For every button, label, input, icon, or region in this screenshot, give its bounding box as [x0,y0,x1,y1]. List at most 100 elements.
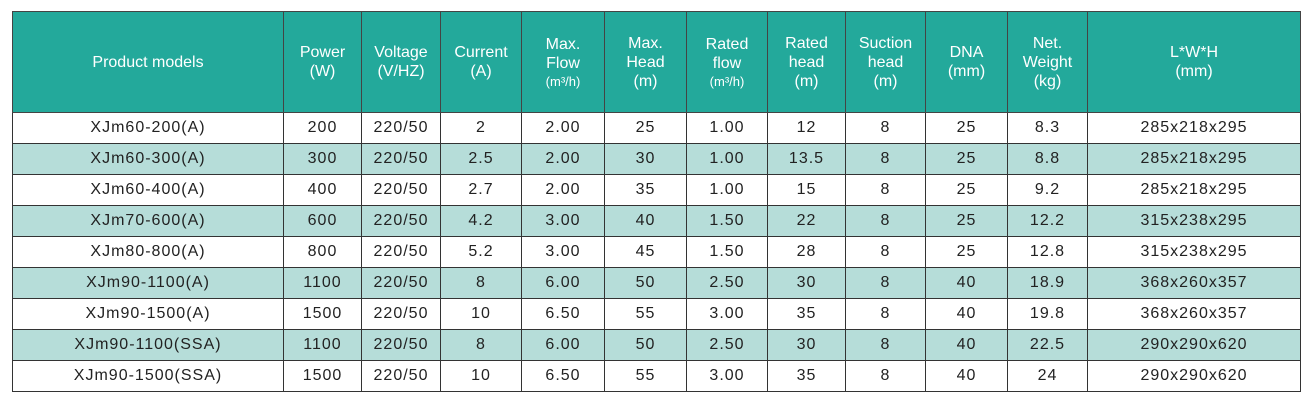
header-cell: Rated flow (m³/h) [686,11,768,113]
spec-table: Product models Power (W) Voltage (V/HZ) Curre… [12,11,1301,392]
data-cell: 8.8 [1007,143,1088,175]
header-text: DNA [949,44,984,61]
data-cell: 25 [925,236,1008,268]
header-cell: Suction head (m) [845,11,926,113]
header-text: (m) [873,72,898,90]
data-cell: 220/50 [361,267,441,299]
data-cell: 2.5 [440,143,522,175]
header-text: Product models [92,53,204,71]
header-text: Rated [705,35,749,53]
data-cell: 25 [604,112,687,144]
data-cell: 1.50 [686,205,768,237]
data-cell: 220/50 [361,174,441,206]
header-text: Head [626,53,665,71]
data-cell: 300 [283,143,362,175]
header-text: Weight [1022,53,1073,71]
data-cell: 8 [440,329,522,361]
model-cell: XJm90-1100(SSA) [12,329,284,361]
data-row: XJm90-1100(SSA) 1100 220/50 8 6.00 50 2.50 30 8 4… [12,329,1301,361]
data-cell: 290x290x620 [1087,329,1301,361]
data-cell: 3.00 [521,205,605,237]
data-row: XJm90-1500(A) 1500 220/50 10 6.50 55 3.00 35 8 40… [12,298,1301,330]
data-cell: 1.00 [686,112,768,144]
data-row: XJm60-300(A) 300 220/50 2.5 2.00 30 1.00 13.5 8 2… [12,143,1301,175]
data-cell: 35 [767,298,846,330]
data-cell: 220/50 [361,205,441,237]
data-row: XJm90-1500(SSA) 1500 220/50 10 6.50 55 3.00 35 8… [12,360,1301,392]
data-cell: 8 [845,112,926,144]
model-cell: XJm90-1100(A) [12,267,284,299]
data-cell: 30 [767,329,846,361]
data-cell: 3.00 [521,236,605,268]
data-cell: 220/50 [361,329,441,361]
header-text: (m) [633,72,658,90]
data-cell: 40 [925,298,1008,330]
header-cell: Max. Head (m) [604,11,687,113]
data-cell: 25 [925,174,1008,206]
header-cell: L*W*H (mm) [1087,11,1301,113]
data-row: XJm90-1100(A) 1100 220/50 8 6.00 50 2.50 30 8 40 1… [12,267,1301,299]
data-cell: 24 [1007,360,1088,392]
data-cell: 600 [283,205,362,237]
data-cell: 10 [440,360,522,392]
data-cell: 8 [845,298,926,330]
data-cell: 315x238x295 [1087,205,1301,237]
data-row: XJm60-200(A) 200 220/50 2 2.00 25 1.00 12 8 25 8.3… [12,112,1301,144]
data-cell: 315x238x295 [1087,236,1301,268]
data-cell: 25 [925,112,1008,144]
data-cell: 220/50 [361,236,441,268]
data-cell: 800 [283,236,362,268]
data-cell: 1100 [283,329,362,361]
data-cell: 220/50 [361,143,441,175]
header-text: head [788,53,825,71]
data-cell: 2.00 [521,143,605,175]
data-cell: 6.00 [521,329,605,361]
data-cell: 22.5 [1007,329,1088,361]
data-cell: 1500 [283,298,362,330]
data-cell: 2.7 [440,174,522,206]
header-text: Max. [628,34,663,52]
data-cell: 25 [925,205,1008,237]
data-cell: 1.00 [686,143,768,175]
data-cell: 200 [283,112,362,144]
data-cell: 2 [440,112,522,144]
model-cell: XJm60-400(A) [12,174,284,206]
data-cell: 55 [604,298,687,330]
header-cell: Product models [12,11,284,113]
data-cell: 220/50 [361,360,441,392]
header-text: L*W*H [1169,44,1218,61]
data-row: XJm80-800(A) 800 220/50 5.2 3.00 45 1.50 28 8 25 1… [12,236,1301,268]
data-cell: 8 [845,143,926,175]
header-text: Net. [1032,34,1063,52]
header-text: (mm) [1175,63,1213,80]
header-text: Current [454,44,508,61]
header-cell: Power (W) [283,11,362,113]
header-text: (V/HZ) [377,63,425,80]
data-cell: 6.00 [521,267,605,299]
data-cell: 285x218x295 [1087,174,1301,206]
header-text: (m³/h) [709,73,745,89]
data-cell: 6.50 [521,360,605,392]
header-text: (kg) [1033,72,1062,90]
header-cell: Rated head (m) [767,11,846,113]
data-cell: 8 [845,205,926,237]
data-cell: 10 [440,298,522,330]
data-cell: 368x260x357 [1087,298,1301,330]
data-cell: 5.2 [440,236,522,268]
header-text: Voltage [374,44,428,61]
model-cell: XJm90-1500(SSA) [12,360,284,392]
spec-table-wrap: Product models Power (W) Voltage (V/HZ) Curre… [12,11,1301,392]
model-cell: XJm80-800(A) [12,236,284,268]
data-cell: 8 [845,236,926,268]
data-cell: 50 [604,329,687,361]
data-cell: 15 [767,174,846,206]
data-cell: 28 [767,236,846,268]
data-cell: 290x290x620 [1087,360,1301,392]
data-cell: 8 [440,267,522,299]
data-cell: 12.2 [1007,205,1088,237]
header-cell: Voltage (V/HZ) [361,11,441,113]
header-text: Max. [545,35,581,53]
data-cell: 2.50 [686,267,768,299]
data-cell: 4.2 [440,205,522,237]
